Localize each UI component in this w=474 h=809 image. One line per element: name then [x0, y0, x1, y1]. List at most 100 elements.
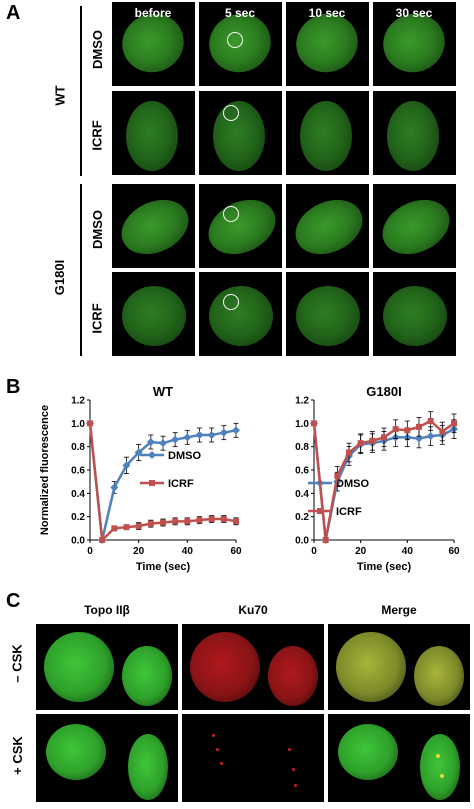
- x-tick-label: 40: [182, 546, 194, 557]
- data-point-icrf: [87, 420, 93, 427]
- nucleus: [300, 101, 352, 171]
- col-header-3: 30 sec: [395, 6, 433, 20]
- panel-c-label: C: [6, 590, 21, 612]
- image-wt-dmso-t2: 10 sec: [286, 2, 369, 86]
- data-point-icrf: [381, 434, 387, 441]
- data-point-icrf: [451, 420, 457, 427]
- y-tick-label: 0.2: [71, 512, 85, 523]
- image-g180i-icrf-t2: [286, 272, 369, 356]
- image-wt-icrf-t1: [199, 91, 282, 175]
- panel-b-label: B: [6, 376, 21, 398]
- col-header-0: before: [134, 6, 172, 20]
- y-tick-label: 1.0: [295, 419, 309, 430]
- image-merge-plus-csk: [328, 714, 470, 802]
- legend-label: DMSO: [336, 478, 369, 490]
- nucleus: [383, 286, 447, 346]
- wt-recovery-chart: WT 0.0 0.2 0.4 0.6 0.8 1.0 1.2 0 20 40 60 Time (sec)…: [39, 384, 242, 573]
- bleach-region-circle: [223, 105, 239, 121]
- row-minus-csk-label: – CSK: [9, 644, 25, 683]
- data-point-icrf: [99, 537, 106, 543]
- y-tick-label: 0.6: [71, 466, 85, 477]
- image-topo-plus-csk: [36, 714, 178, 802]
- image-topo-minus-csk: [36, 624, 178, 710]
- nucleus: [112, 189, 195, 265]
- y-tick-label: 1.2: [295, 396, 309, 407]
- x-tick-label: 0: [87, 546, 93, 557]
- image-g180i-dmso-t2: [286, 184, 369, 268]
- x-axis-label: Time (sec): [357, 561, 412, 573]
- data-point-icrf: [135, 523, 142, 529]
- data-point-icrf: [220, 516, 227, 522]
- image-g180i-icrf-t3: [373, 272, 456, 356]
- x-tick-label: 20: [133, 546, 145, 557]
- y-axis-label: Normalized fluorescence: [39, 405, 51, 535]
- nucleus: [387, 101, 439, 171]
- col-ku70-label: Ku70: [238, 603, 268, 617]
- data-point-icrf: [111, 525, 118, 532]
- legend-label: DMSO: [168, 450, 201, 462]
- x-axis-label: Time (sec): [136, 561, 191, 573]
- legend-label: ICRF: [336, 506, 362, 518]
- data-point-dmso: [219, 428, 228, 437]
- data-point-icrf: [172, 518, 179, 525]
- col-header-1: 5 sec: [224, 6, 256, 20]
- row-plus-csk-label: + CSK: [9, 736, 25, 775]
- data-point-dmso: [232, 426, 240, 435]
- y-tick-label: 0.0: [71, 536, 85, 547]
- row-g180i-icrf-label: ICRF: [89, 303, 105, 334]
- data-point-dmso: [171, 435, 180, 444]
- x-tick-label: 60: [448, 546, 460, 557]
- chart-title: WT: [153, 384, 173, 399]
- data-point-icrf: [208, 516, 215, 522]
- y-tick-label: 0.4: [71, 489, 85, 500]
- legend-marker: [317, 508, 323, 514]
- legend-marker: [148, 451, 156, 459]
- nucleus: [126, 101, 178, 171]
- bleach-region-circle: [223, 206, 239, 222]
- group-wt-label: WT: [52, 85, 68, 106]
- data-point-icrf: [439, 428, 446, 435]
- group-wt-bracket: [80, 6, 82, 176]
- data-point-dmso: [159, 439, 167, 448]
- data-point-dmso: [122, 461, 131, 470]
- image-merge-minus-csk: [328, 624, 470, 710]
- g180i-recovery-chart: G180I 0.0 0.2 0.4 0.6 0.8 1.0 1.2 0 20 40 60 Time (s…: [295, 384, 460, 573]
- data-point-icrf: [369, 437, 376, 444]
- data-point-icrf: [404, 427, 411, 434]
- data-point-dmso: [426, 432, 435, 441]
- x-tick-label: 20: [355, 546, 367, 557]
- y-tick-label: 0.2: [295, 512, 309, 523]
- col-topo-label: Topo IIβ: [84, 603, 130, 617]
- data-point-icrf: [196, 517, 203, 524]
- row-g180i-dmso-label: DMSO: [90, 210, 105, 249]
- nucleus: [286, 189, 369, 265]
- data-point-icrf: [334, 472, 341, 479]
- image-wt-icrf-t3: [373, 91, 456, 175]
- image-g180i-dmso-t0: [112, 184, 195, 268]
- image-wt-dmso-t1: 5 sec: [199, 2, 282, 86]
- data-point-dmso: [183, 433, 192, 442]
- data-point-icrf: [427, 418, 434, 424]
- row-wt-icrf-label: ICRF: [89, 120, 105, 151]
- data-point-dmso: [195, 431, 204, 439]
- data-point-dmso: [146, 438, 155, 446]
- data-point-icrf: [322, 537, 329, 543]
- legend-label: ICRF: [168, 478, 194, 490]
- bleach-region-circle: [227, 32, 243, 48]
- data-point-dmso: [207, 431, 216, 439]
- data-point-icrf: [392, 426, 399, 433]
- legend-marker: [149, 480, 155, 486]
- panel-a-label: A: [6, 2, 21, 24]
- x-tick-label: 0: [311, 546, 317, 557]
- data-point-icrf: [357, 440, 364, 447]
- group-g180i-bracket: [80, 184, 82, 356]
- y-tick-label: 0.0: [295, 536, 309, 547]
- y-tick-label: 0.6: [295, 466, 309, 477]
- y-tick-label: 0.8: [71, 442, 85, 453]
- col-header-2: 10 sec: [308, 6, 346, 20]
- image-g180i-dmso-t1: [199, 184, 282, 268]
- nucleus: [373, 189, 456, 265]
- nucleus: [209, 286, 273, 346]
- data-point-icrf: [147, 520, 154, 527]
- data-point-icrf: [184, 518, 191, 525]
